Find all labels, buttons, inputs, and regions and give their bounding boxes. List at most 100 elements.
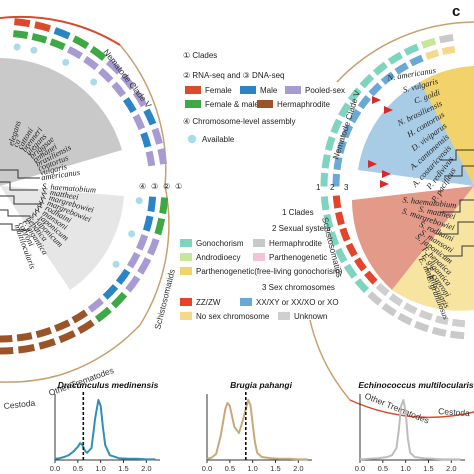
left-ring-outer-seg — [72, 35, 90, 50]
left-ring-outer-seg — [14, 18, 31, 28]
panel-letter-c: c — [452, 3, 460, 20]
right-ring-outer-seg — [347, 87, 362, 103]
legend1-herm: Hermaphrodite — [277, 100, 330, 109]
density-chart: Dracunculus medinensis 0.0 0.5 1.0 1.5 2.0 — [50, 380, 160, 473]
right-ring-outer-seg — [323, 213, 334, 229]
x-tick-label: 1.5 — [423, 464, 433, 473]
density-line — [54, 399, 156, 461]
x-tick-label: 1.0 — [95, 464, 105, 473]
right-ring-inner-seg — [380, 71, 395, 85]
right-ring-inner-seg — [354, 257, 367, 272]
legend2-nosex: No sex chromosome — [196, 312, 270, 321]
legend2-andro-swatch — [180, 253, 192, 261]
legend2-zw-swatch — [180, 298, 192, 306]
right-triangle-marker — [380, 180, 389, 188]
x-tick-label: 1.5 — [118, 464, 128, 473]
right-triangle-marker — [372, 96, 381, 104]
left-species-top: eleganscacattonibrenneriulegansbriggsaer… — [6, 120, 80, 183]
right-ring-outer-seg — [438, 34, 454, 44]
left-ring-inner-seg — [140, 131, 152, 148]
chart-title: Echinococcus multilocularis — [358, 380, 474, 390]
right-ring-outer-seg — [321, 154, 331, 169]
right-markers — [368, 96, 393, 188]
chart-title: Dracunculus medinensis — [58, 380, 159, 390]
right-ring-outer-seg — [320, 196, 330, 211]
left-ring-1: ① — [175, 182, 182, 191]
right-ring-inner-seg — [332, 195, 342, 209]
left-ring-outer-seg — [58, 330, 76, 344]
left-clade-arc-top — [0, 15, 121, 46]
legend2-unknown: Unknown — [294, 312, 327, 321]
right-ring-outer-seg — [354, 278, 370, 294]
legend1-female: Female — [205, 86, 232, 95]
left-species-label: S. haematobium — [42, 182, 96, 195]
left-wheel: eleganscacattonibrenneriulegansbriggsaer… — [0, 15, 182, 411]
density-line — [206, 399, 308, 461]
right-ring-inner-seg — [425, 49, 440, 60]
legend2-unknown-swatch — [278, 312, 290, 320]
right-ring-inner-seg — [375, 282, 390, 297]
x-tick-label: 0.0 — [202, 464, 212, 473]
left-ring-inner-seg — [0, 335, 13, 343]
left-chrom-dot — [13, 43, 21, 51]
legend2-sexsys: 2 Sexual system — [272, 224, 331, 233]
left-clade-arc-trematodes — [59, 324, 141, 376]
right-triangle-marker — [368, 160, 377, 168]
right-ring-outer-seg — [431, 326, 447, 337]
right-clade-arc-schisto — [309, 319, 351, 401]
legend1-available-dot — [187, 134, 197, 144]
legend1-herm-swatch — [257, 100, 273, 108]
left-chrom-dot — [112, 260, 120, 268]
right-clade-arc-nematode — [336, 21, 474, 83]
right-triangle-marker — [384, 106, 393, 114]
right-ring-inner-seg — [332, 173, 340, 187]
left-clade-arc-nematode — [119, 44, 167, 187]
legend2-parth-free-swatch — [180, 267, 192, 275]
left-ring-outer-seg — [0, 347, 14, 355]
left-tree — [0, 169, 42, 231]
left-ring-3: ③ — [151, 182, 158, 191]
left-sector-schisto — [0, 186, 124, 290]
right-ring-outer-seg — [397, 312, 413, 326]
right-ring-inner-seg — [394, 62, 409, 75]
left-ring-outer-seg — [157, 148, 168, 165]
left-ring-inner-seg — [136, 234, 149, 251]
right-ring-inner-seg — [409, 54, 424, 67]
right-ring-outer-seg — [330, 118, 343, 134]
left-ring-outer-seg — [77, 319, 95, 334]
legend1-rnaseq: ② RNA-seq and ③ DNA-seq — [183, 71, 285, 80]
right-ring-outer-seg — [327, 231, 340, 247]
right-sector-top — [420, 66, 474, 186]
left-ring-outer-seg — [137, 257, 152, 275]
density-chart: Brugia pahangi 0.0 0.5 1.0 1.5 2.0 — [202, 380, 312, 473]
left-chrom-dot — [30, 46, 38, 54]
legend2-xy: XX/XY or XX/XO or XO — [256, 298, 339, 307]
right-ring-outer-seg — [359, 73, 375, 89]
right-ring-outer-seg — [387, 51, 404, 65]
right-data-rings — [320, 34, 466, 340]
right-ring-outer-seg — [420, 37, 437, 49]
left-ring-inner-seg — [71, 309, 88, 324]
left-ring-inner-seg — [12, 30, 29, 39]
right-ring-outer-seg — [381, 302, 397, 317]
right-ring-outer-seg — [320, 172, 329, 187]
right-ring-outer-seg — [334, 247, 348, 264]
legend2-parth-swatch — [253, 253, 265, 261]
right-ring-outer-seg — [449, 330, 465, 340]
right-ring-inner-seg — [345, 242, 358, 258]
left-ring-outer-seg — [89, 45, 107, 61]
legend2-gono-swatch — [180, 239, 192, 247]
right-ring-inner-seg — [364, 270, 378, 285]
legend2-zw: ZZ/ZW — [196, 298, 221, 307]
right-ring-1: 1 — [316, 183, 321, 192]
left-ring-inner-seg — [142, 215, 154, 232]
left-ring-outer-seg — [94, 306, 112, 323]
right-ring-inner-seg — [357, 95, 371, 110]
left-ring-inner-seg — [145, 150, 156, 167]
left-ring-inner-seg — [83, 55, 99, 71]
left-ring-outer-seg — [53, 27, 71, 40]
legend1-available: Available — [202, 135, 235, 144]
left-data-rings — [0, 18, 169, 355]
x-tick-label: 0.5 — [378, 464, 388, 473]
